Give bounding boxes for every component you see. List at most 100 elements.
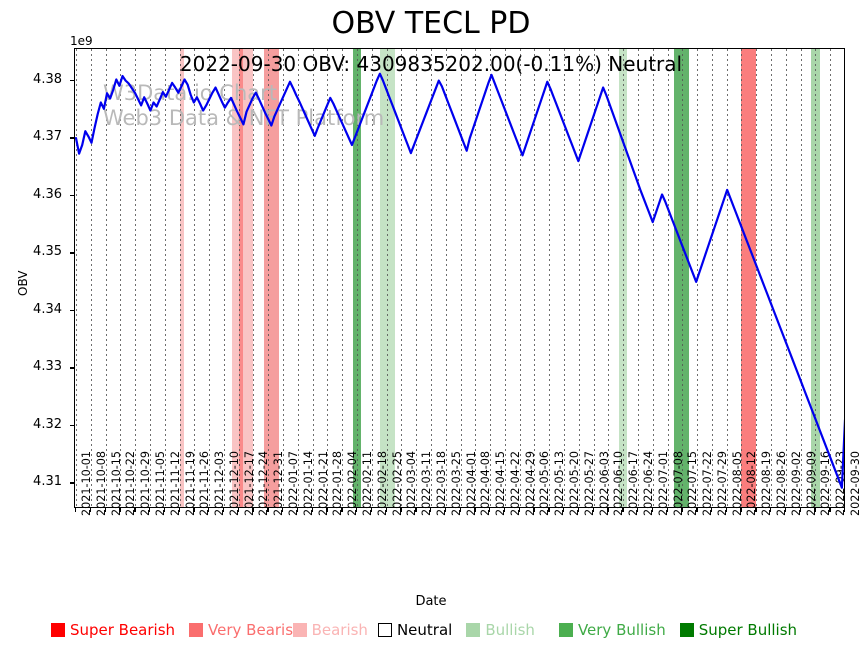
x-axis-tick-mark — [193, 508, 195, 512]
x-axis-tick-mark — [503, 508, 506, 512]
x-axis-tick-mark — [770, 508, 772, 512]
x-axis-tick-mark — [75, 508, 77, 512]
y-axis-tick-label: 4.33 — [33, 359, 62, 375]
x-axis-tick-mark — [444, 508, 447, 512]
grid-line — [593, 49, 595, 507]
grid-line — [637, 49, 639, 507]
grid-line — [223, 49, 225, 507]
x-axis-tick-mark — [607, 508, 609, 512]
x-axis-tick-mark — [710, 508, 713, 512]
x-axis-tick-mark — [355, 508, 358, 512]
x-axis-tick-mark — [311, 508, 313, 512]
y-axis-tick-mark — [70, 79, 74, 82]
grid-line — [564, 49, 566, 507]
x-axis-tick-mark — [400, 508, 402, 512]
grid-line — [460, 49, 462, 507]
sentiment-band — [179, 49, 184, 507]
legend-item[interactable]: Neutral — [377, 621, 452, 639]
grid-line — [342, 49, 344, 507]
x-axis-tick-mark — [163, 508, 166, 512]
legend-item[interactable]: Super Bearish — [50, 621, 176, 639]
x-axis-tick-mark — [622, 508, 624, 512]
x-axis-tick-mark — [844, 508, 846, 512]
legend-swatch — [50, 623, 65, 637]
x-axis-tick-mark — [341, 508, 343, 512]
sentiment-band — [811, 49, 820, 507]
y-axis-tick-mark — [70, 424, 74, 427]
x-axis-tick-mark — [592, 508, 594, 512]
x-axis-tick-mark — [829, 508, 831, 512]
chart-title: OBV TECL PD — [331, 6, 531, 41]
x-axis-tick-mark — [119, 508, 121, 512]
grid-line — [549, 49, 551, 507]
sentiment-band — [741, 49, 757, 507]
y-axis-tick-label: 4.31 — [33, 474, 62, 490]
grid-line — [815, 49, 817, 507]
y-axis-tick-mark — [70, 252, 74, 254]
x-axis-tick-mark — [385, 508, 387, 512]
grid-line — [209, 49, 211, 507]
legend-label: Bearish — [311, 621, 368, 639]
sentiment-band — [238, 49, 243, 507]
grid-line — [741, 49, 743, 507]
legend-label: Very Bullish — [577, 621, 666, 639]
legend-swatch — [679, 623, 694, 637]
x-axis-tick-mark — [267, 508, 269, 512]
x-axis-tick-mark — [89, 508, 92, 512]
x-axis-tick-mark — [651, 508, 654, 512]
y-axis-tick-label: 4.34 — [33, 301, 62, 317]
x-axis-tick-label: 2022-09-30 — [849, 450, 862, 516]
grid-line — [416, 49, 418, 507]
x-axis-tick-mark — [415, 508, 417, 512]
grid-line — [164, 49, 166, 507]
legend-item[interactable]: Very Bearish — [189, 621, 303, 639]
x-axis-tick-mark — [563, 508, 565, 512]
grid-line — [371, 49, 373, 507]
legend-item[interactable]: Bullish — [466, 621, 535, 639]
legend-swatch — [377, 623, 392, 637]
grid-line — [785, 49, 787, 507]
x-axis-tick-mark — [784, 508, 787, 512]
y-axis-tick-label: 4.32 — [33, 416, 62, 432]
grid-line — [268, 49, 270, 507]
grid-line — [771, 49, 773, 507]
x-axis-tick-mark — [296, 508, 299, 512]
grid-line — [534, 49, 536, 507]
legend-item[interactable]: Bearish — [292, 621, 368, 639]
sentiment-band — [673, 49, 689, 507]
y-axis-tick-mark — [70, 482, 74, 484]
x-axis-tick-mark — [577, 508, 580, 512]
x-axis-title: Date — [415, 594, 447, 609]
y-axis-tick-mark — [70, 367, 74, 369]
legend-label: Super Bearish — [69, 621, 176, 639]
x-axis-tick-mark — [740, 508, 742, 512]
y-axis-offset-label: 1e9 — [70, 34, 93, 48]
sentiment-band — [618, 49, 628, 507]
x-axis-tick-mark — [134, 508, 136, 512]
legend-item[interactable]: Super Bullish — [679, 621, 797, 639]
grid-line — [297, 49, 299, 507]
legend-item[interactable]: Very Bullish — [558, 621, 666, 639]
grid-line — [608, 49, 610, 507]
legend-label: Bullish — [485, 621, 535, 639]
x-axis-tick-mark — [178, 508, 180, 512]
x-axis-tick-mark — [208, 508, 210, 512]
y-axis-tick-label: 4.35 — [33, 244, 62, 260]
x-axis-tick-mark — [681, 508, 683, 512]
sentiment-band — [264, 49, 279, 507]
plot-area[interactable]: W3Data.io Chart Web3 Data & NFT Platform — [74, 48, 845, 508]
x-axis-tick-mark — [282, 508, 284, 512]
x-axis-tick-mark — [799, 508, 802, 512]
x-axis-tick-mark — [459, 508, 461, 512]
legend-swatch — [189, 623, 204, 637]
grid-line — [756, 49, 758, 507]
grid-line — [504, 49, 506, 507]
x-axis-tick-mark — [666, 508, 668, 512]
grid-line — [90, 49, 92, 507]
grid-line — [105, 49, 107, 507]
legend-swatch — [558, 623, 573, 637]
x-axis-tick-mark — [429, 508, 432, 512]
grid-line — [652, 49, 654, 507]
x-axis-tick-mark — [489, 508, 491, 512]
grid-line — [830, 49, 832, 507]
